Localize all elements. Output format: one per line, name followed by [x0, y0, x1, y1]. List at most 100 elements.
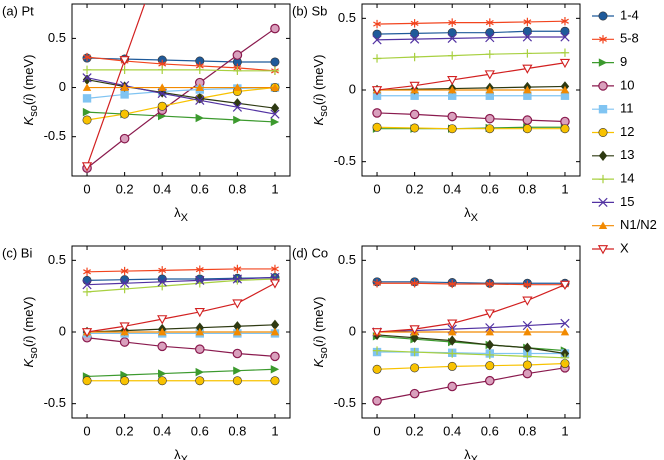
- marker: [232, 102, 243, 112]
- marker: [195, 95, 205, 105]
- marker: [233, 66, 242, 76]
- marker: [448, 85, 457, 94]
- marker: [485, 33, 495, 43]
- marker: [158, 327, 167, 336]
- marker: [410, 19, 419, 28]
- marker: [195, 83, 204, 91]
- series-line: [377, 52, 565, 60]
- marker: [523, 91, 532, 100]
- y-tick-label: 0: [349, 323, 356, 338]
- y-axis-label: Kso(i) (meV): [311, 297, 329, 368]
- marker: [560, 318, 570, 329]
- x-axis-label-sub: X: [181, 212, 189, 224]
- marker: [447, 111, 458, 122]
- marker: [157, 315, 168, 325]
- marker: [232, 274, 243, 284]
- x-axis-label: λX: [464, 447, 479, 460]
- series-line: [86, 86, 275, 99]
- marker: [523, 49, 532, 58]
- marker: [271, 264, 279, 274]
- marker: [598, 128, 608, 138]
- x-tick-label: 0: [83, 423, 90, 438]
- marker: [484, 70, 495, 80]
- marker: [158, 83, 167, 91]
- marker: [371, 86, 383, 96]
- marker: [82, 94, 92, 103]
- y-axis-label-main: K: [21, 115, 36, 125]
- panel: (a) Pt 0 0.2 0.4 0.6 0.8 1 -0.5 0 0.5 λX Kso(i) (me…: [2, 3, 291, 224]
- y-axis-label-sub: so: [28, 347, 40, 359]
- marker: [83, 267, 91, 276]
- marker: [522, 26, 532, 36]
- marker: [195, 265, 204, 274]
- marker: [447, 361, 457, 371]
- series-line: [87, 324, 275, 333]
- y-axis-label-rest: ) (meV): [21, 297, 36, 340]
- y-axis-label-open: (: [21, 100, 36, 105]
- marker: [81, 328, 93, 338]
- series-line: [377, 281, 565, 284]
- marker: [233, 115, 242, 125]
- y-axis-label: Kso(i) (meV): [311, 55, 329, 126]
- x-tick-label: 0.2: [406, 181, 424, 196]
- marker: [82, 73, 92, 83]
- series-line: [87, 368, 275, 378]
- y-axis-label-rest: ) (meV): [21, 55, 36, 98]
- series-line: [376, 367, 566, 402]
- marker: [83, 52, 91, 62]
- marker: [410, 347, 419, 357]
- marker: [485, 49, 494, 59]
- marker: [485, 350, 494, 360]
- x-tick-label: 1: [271, 423, 278, 438]
- plot-area: [81, 264, 281, 386]
- marker: [447, 319, 458, 329]
- panel-title: (b) Sb: [292, 3, 327, 18]
- panel-title: (d) Co: [292, 245, 328, 260]
- marker: [485, 323, 495, 333]
- marker: [270, 351, 280, 362]
- marker: [448, 349, 457, 358]
- series-line: [86, 337, 276, 357]
- marker: [372, 122, 382, 132]
- y-tick-label: 0.5: [338, 252, 356, 267]
- y-tick-label: -0.5: [334, 153, 356, 168]
- legend-label: 5-8: [620, 31, 639, 46]
- marker: [409, 325, 420, 335]
- series-line: [86, 56, 276, 72]
- x-tick-label: 0.4: [153, 423, 171, 438]
- series-line: [86, 77, 276, 115]
- x-tick-label: 1: [561, 181, 568, 196]
- marker: [233, 83, 242, 91]
- marker: [82, 74, 92, 85]
- marker: [82, 376, 92, 386]
- marker: [195, 275, 205, 286]
- y-tick-label: 0.5: [48, 30, 66, 45]
- y-tick-label: 0: [349, 81, 356, 96]
- marker: [522, 368, 533, 379]
- marker: [448, 335, 457, 346]
- x-axis-label-main: λ: [174, 447, 181, 460]
- marker: [448, 327, 457, 336]
- x-axis-label-main: λ: [174, 205, 181, 220]
- marker: [372, 35, 382, 45]
- marker: [522, 296, 533, 306]
- marker: [194, 344, 205, 354]
- series-line: [87, 268, 275, 273]
- x-axis-label-sub: X: [181, 454, 189, 460]
- legend-label: 15: [620, 194, 634, 209]
- marker: [522, 32, 533, 42]
- marker: [119, 56, 130, 66]
- x-tick-label: 0.6: [481, 181, 499, 196]
- marker: [270, 365, 280, 374]
- marker: [158, 266, 167, 275]
- panel: (b) Sb 0 0.2 0.4 0.6 0.8 1 -0.5 0 0.5 λX Kso(i) (me…: [292, 3, 581, 224]
- marker: [410, 52, 419, 62]
- marker: [81, 162, 93, 172]
- y-axis-label-italic: i: [311, 339, 326, 343]
- marker: [157, 376, 167, 386]
- marker: [119, 278, 130, 288]
- marker: [523, 352, 532, 361]
- marker: [373, 279, 381, 288]
- x-tick-label: 1: [561, 423, 568, 438]
- marker: [233, 276, 242, 285]
